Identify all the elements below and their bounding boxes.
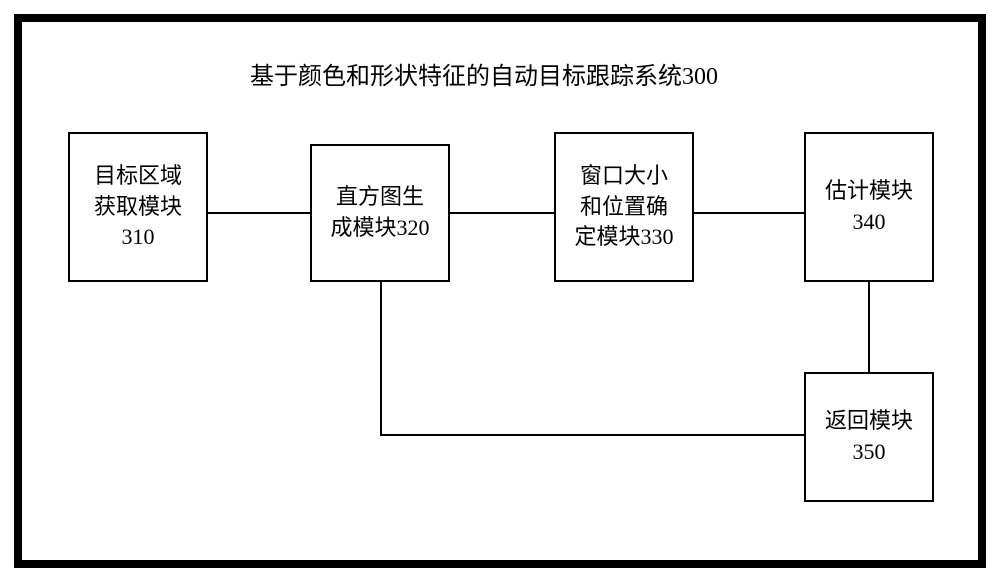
node-label: 估计模块340 xyxy=(823,174,915,240)
diagram-title: 基于颜色和形状特征的自动目标跟踪系统300 xyxy=(250,56,718,91)
edge xyxy=(694,212,804,214)
node-label: 窗口大小和位置确定模块330 xyxy=(572,159,675,255)
edge xyxy=(868,282,870,372)
diagram-canvas: 基于颜色和形状特征的自动目标跟踪系统300 目标区域获取模块310 直方图生成模… xyxy=(0,0,1000,582)
node-return-350: 返回模块350 xyxy=(804,372,934,502)
node-window-size-position-330: 窗口大小和位置确定模块330 xyxy=(554,132,694,282)
node-label: 直方图生成模块320 xyxy=(328,180,431,246)
node-label: 目标区域获取模块310 xyxy=(92,159,184,255)
node-label: 返回模块350 xyxy=(823,404,915,470)
edge xyxy=(450,212,554,214)
node-estimate-340: 估计模块340 xyxy=(804,132,934,282)
node-target-region-acquire-310: 目标区域获取模块310 xyxy=(68,132,208,282)
node-histogram-generate-320: 直方图生成模块320 xyxy=(310,144,450,282)
edge xyxy=(208,212,310,214)
edge xyxy=(380,434,804,436)
edge xyxy=(380,282,382,436)
